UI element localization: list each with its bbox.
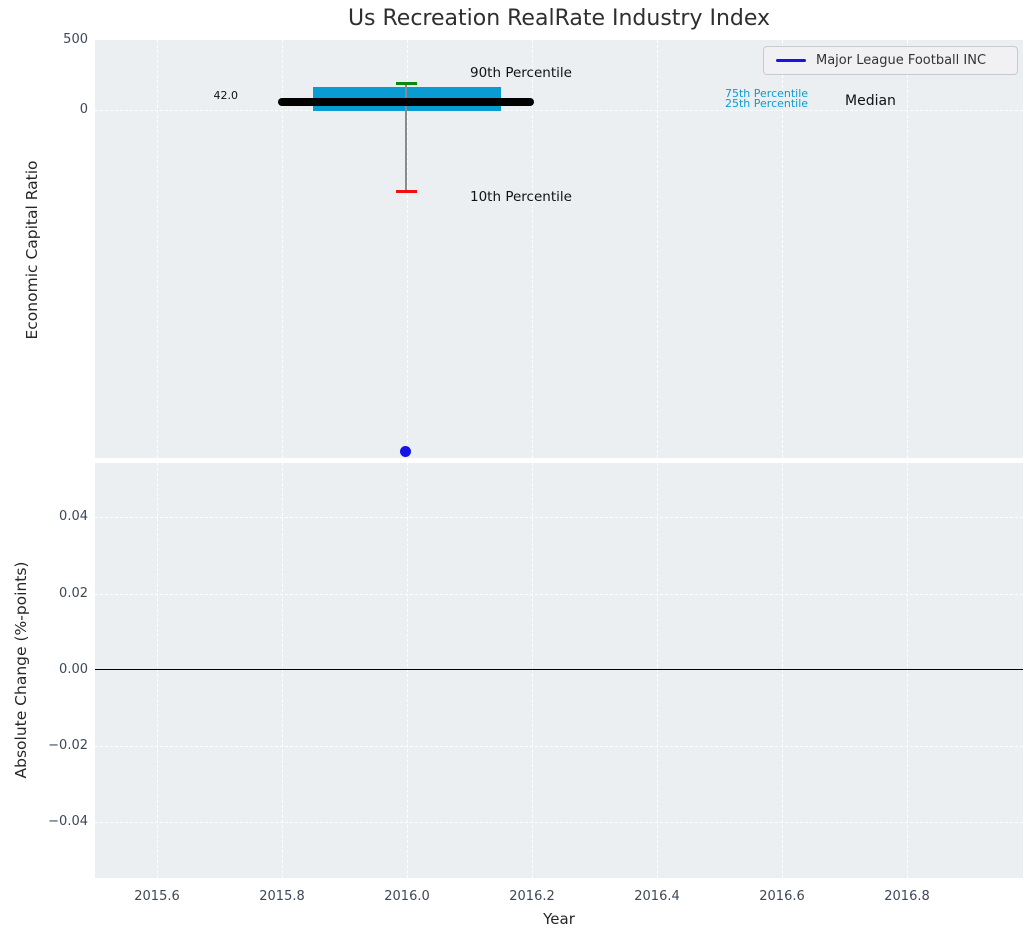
p25-label: 25th Percentile <box>725 97 809 110</box>
whisker-line <box>405 84 407 191</box>
gridline <box>157 40 158 458</box>
gridline <box>532 40 533 458</box>
gridline <box>782 40 783 458</box>
chart-title: Us Recreation RealRate Industry Index <box>347 6 771 31</box>
p10-cap <box>396 190 417 193</box>
gridline <box>95 517 1023 518</box>
ytick-label: 0.02 <box>59 586 88 601</box>
ytick-label: 0 <box>79 102 88 117</box>
p75-label: 75th Percentile <box>725 87 809 100</box>
legend-line-sample-icon <box>776 59 806 62</box>
company-point <box>400 446 411 457</box>
ytick-label: −0.04 <box>48 814 88 829</box>
gridline <box>282 463 283 878</box>
top-y-axis-label: Economic Capital Ratio <box>23 160 41 340</box>
legend: Major League Football INC <box>763 46 1018 75</box>
gridline-zero <box>95 110 1023 111</box>
median-line <box>278 98 534 106</box>
gridline <box>657 463 658 878</box>
gridline <box>282 40 283 458</box>
xtick-label: 2015.6 <box>134 889 180 904</box>
xtick-label: 2016.8 <box>884 889 930 904</box>
gridline <box>407 40 408 458</box>
x-axis-label: Year <box>543 910 575 928</box>
xtick-label: 2016.4 <box>634 889 680 904</box>
gridline <box>95 746 1023 747</box>
ytick-label: 500 <box>63 32 88 47</box>
gridline <box>907 40 908 458</box>
xtick-label: 2016.0 <box>384 889 430 904</box>
gridline <box>657 40 658 458</box>
median-label: Median <box>845 93 896 109</box>
gridline <box>782 463 783 878</box>
gridline <box>532 463 533 878</box>
top-plot: 90th Percentile 10th Percentile 42.0 75t… <box>95 40 1023 458</box>
median-value-label: 42.0 <box>213 89 239 102</box>
ytick-label: 0.00 <box>59 662 88 677</box>
gridline <box>907 463 908 878</box>
gridline <box>95 594 1023 595</box>
p10-label: 10th Percentile <box>470 189 572 205</box>
gridline <box>95 822 1023 823</box>
legend-label: Major League Football INC <box>816 53 987 68</box>
xtick-label: 2015.8 <box>259 889 305 904</box>
bottom-plot <box>95 463 1023 878</box>
gridline <box>407 463 408 878</box>
xtick-label: 2016.6 <box>759 889 805 904</box>
p90-cap <box>396 82 417 85</box>
gridline <box>157 463 158 878</box>
xtick-label: 2016.2 <box>509 889 555 904</box>
ytick-label: 0.04 <box>59 509 88 524</box>
zero-line <box>95 669 1023 670</box>
ytick-label: −0.02 <box>48 738 88 753</box>
p90-label: 90th Percentile <box>470 65 572 81</box>
bottom-y-axis-label: Absolute Change (%-points) <box>12 561 30 779</box>
